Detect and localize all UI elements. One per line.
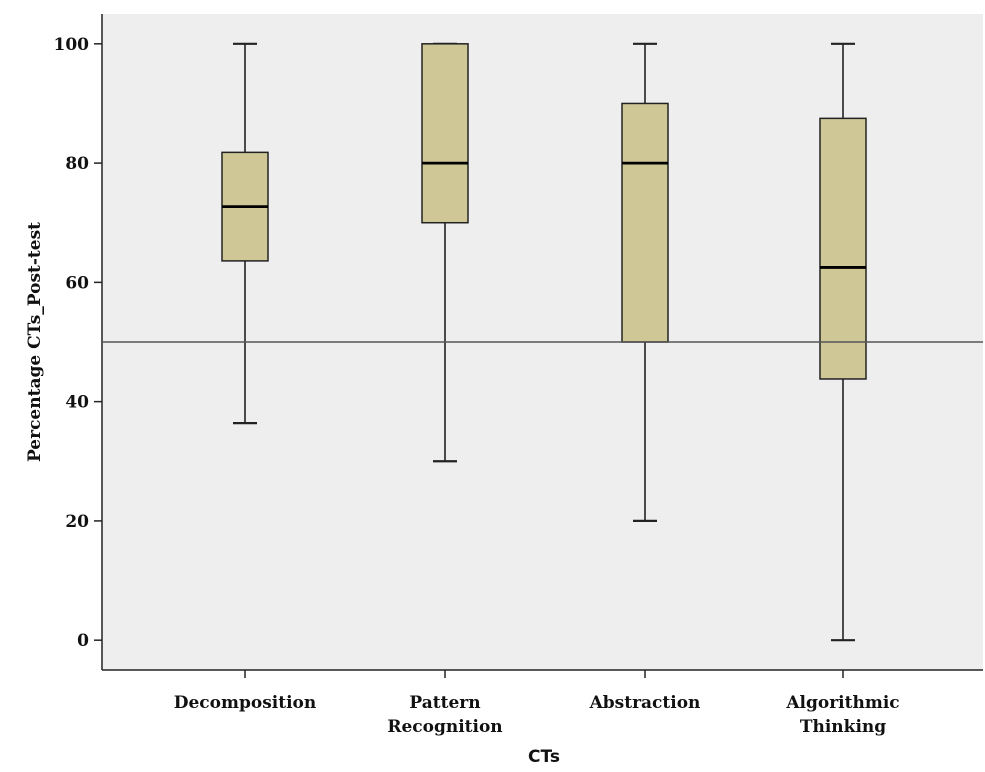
y-axis-label: Percentage CTs_Post-test (25, 222, 45, 462)
y-tick-label: 100 (54, 35, 90, 55)
y-tick-label: 40 (65, 393, 89, 413)
iqr-box (621, 102, 669, 343)
x-tick-label: Algorithmic (785, 693, 899, 713)
x-tick-label: Abstraction (589, 693, 701, 713)
y-tick-label: 20 (65, 512, 89, 532)
y-axis: 0 20 40 60 80 100 (54, 14, 103, 670)
x-tick-label: Pattern (409, 693, 480, 713)
x-axis-label: CTs (528, 747, 560, 767)
iqr-box (819, 117, 867, 380)
iqr-box (421, 43, 469, 224)
x-tick-label: Recognition (387, 717, 502, 737)
x-tick-label: Thinking (800, 717, 886, 737)
y-tick-label: 60 (65, 273, 89, 293)
y-tick-label: 0 (77, 631, 89, 651)
box-4 (819, 42, 867, 642)
box-2 (421, 42, 469, 463)
x-axis: Decomposition Pattern Recognition Abstracti… (102, 669, 983, 737)
boxes (221, 42, 867, 642)
x-tick-label: Decomposition (174, 693, 317, 713)
y-tick-label: 80 (65, 154, 89, 174)
